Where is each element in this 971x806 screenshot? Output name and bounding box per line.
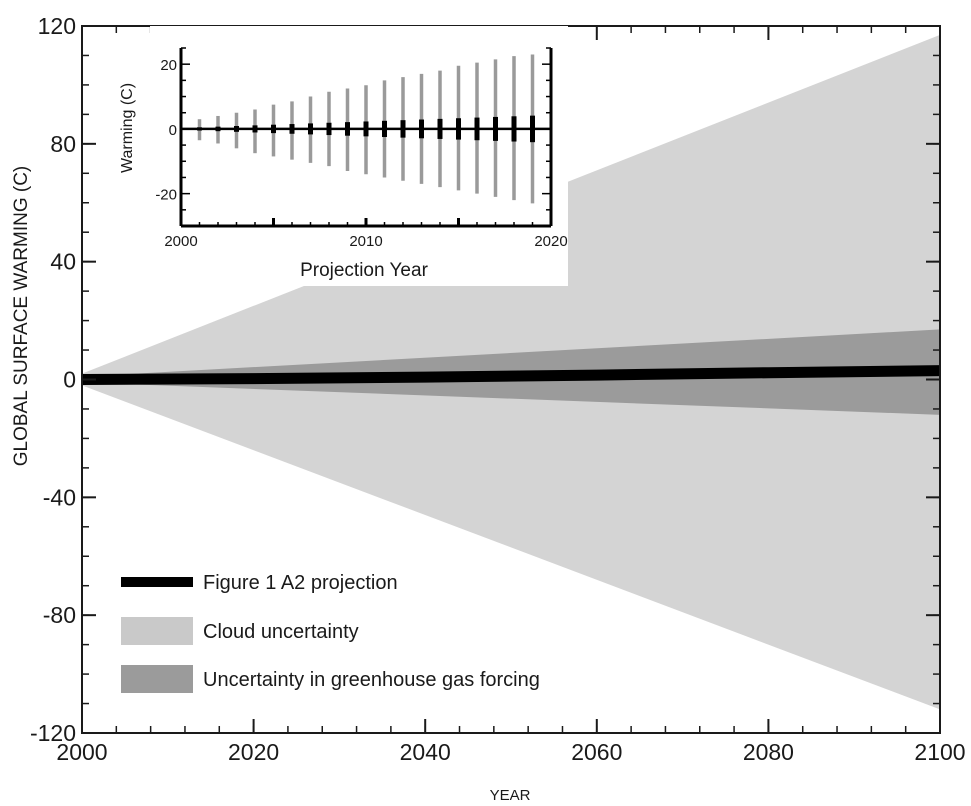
inset-chart: 2000 2010 2020 -20 0 20 Projection Year Warmi… — [119, 26, 568, 286]
main-chart: 2000 2020 2040 2060 2080 2100 -120 -80 -40 0 40 80 1… — [11, 13, 966, 804]
y-tick-label: -120 — [30, 720, 76, 746]
inset-y-tick-label: 0 — [169, 122, 177, 139]
inset-x-axis-title: Projection Year — [300, 260, 428, 281]
y-tick-label: 0 — [63, 367, 76, 393]
legend-label-cloud-uncertainty: Cloud uncertainty — [203, 621, 359, 643]
inset-y-tick-label: -20 — [155, 187, 177, 204]
inset-axes — [179, 47, 553, 228]
legend-swatch-ghg-uncertainty — [121, 665, 193, 693]
main-y-axis-title: GLOBAL SURFACE WARMING (C) — [11, 166, 32, 467]
x-tick-label: 2040 — [400, 739, 451, 765]
inset-x-tick-label: 2020 — [534, 233, 567, 250]
x-tick-label: 2000 — [56, 739, 107, 765]
main-lines — [81, 365, 941, 385]
x-tick-label: 2020 — [228, 739, 279, 765]
x-tick-label: 2060 — [571, 739, 622, 765]
y-tick-label: 120 — [38, 13, 76, 39]
inset-y-axis-title: Warming (C) — [119, 83, 136, 173]
y-tick-label: -80 — [43, 602, 76, 628]
inset-x-tick-label: 2010 — [349, 233, 382, 250]
y-tick-label: 40 — [50, 249, 76, 275]
legend-item-ghg-uncertainty: Uncertainty in greenhouse gas forcing — [121, 665, 540, 693]
main-tick-labels: 2000 2020 2040 2060 2080 2100 -120 -80 -40 0 40 80 1… — [30, 13, 966, 765]
inset-background — [150, 26, 568, 286]
x-tick-label: 2080 — [743, 739, 794, 765]
main-x-axis-title: YEAR — [490, 787, 531, 804]
y-tick-label: 80 — [50, 131, 76, 157]
inset-x-tick-label: 2000 — [164, 233, 197, 250]
legend-label-a2-projection: Figure 1 A2 projection — [203, 572, 398, 594]
inset-y-tick-label: 20 — [160, 57, 177, 74]
legend-swatch-cloud-uncertainty — [121, 617, 193, 645]
legend-item-a2-projection: Figure 1 A2 projection — [121, 572, 398, 594]
x-tick-label: 2100 — [914, 739, 965, 765]
legend-item-cloud-uncertainty: Cloud uncertainty — [121, 617, 359, 645]
inset-tick-labels: 2000 2010 2020 -20 0 20 — [155, 57, 567, 250]
line-a2-projection — [81, 365, 941, 385]
y-tick-label: -40 — [43, 484, 76, 510]
legend-label-ghg-uncertainty: Uncertainty in greenhouse gas forcing — [203, 669, 540, 691]
legend-swatch-a2-projection — [121, 577, 193, 587]
legend: Figure 1 A2 projection Cloud uncertainty… — [121, 572, 540, 693]
